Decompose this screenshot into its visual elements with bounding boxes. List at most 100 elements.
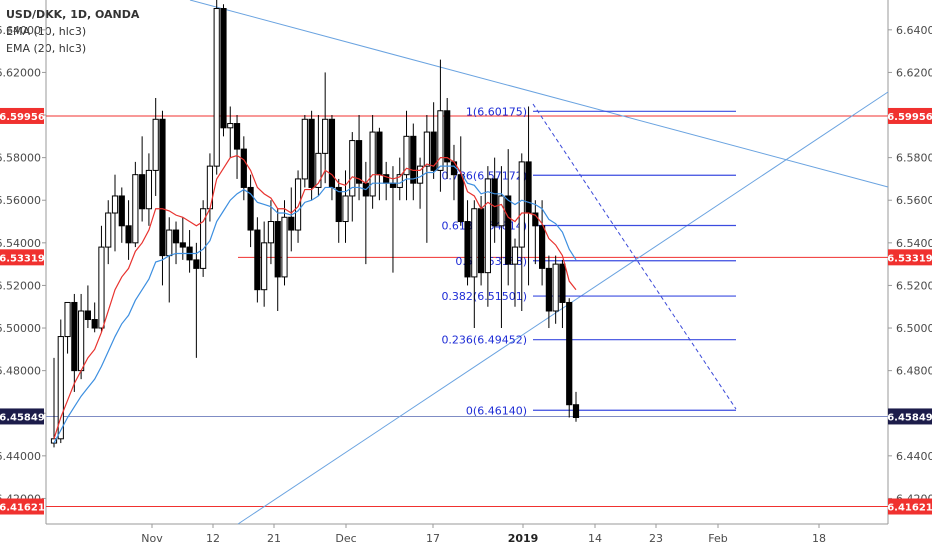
candle-body: [125, 225, 132, 244]
candle-body: [179, 242, 186, 248]
candle-body: [118, 195, 125, 227]
candle-body: [464, 221, 471, 278]
price-tag-right: [888, 249, 932, 266]
price-tag-left-label: 6.59956: [0, 112, 45, 123]
candle-body: [342, 195, 349, 223]
candle-body: [132, 174, 139, 244]
candle-body: [193, 259, 200, 269]
candle-body: [477, 208, 485, 274]
x-tick-label: 18: [812, 532, 826, 545]
candle-body: [57, 336, 64, 440]
candle-body: [247, 186, 254, 231]
candle-body: [349, 140, 356, 197]
candle-body: [430, 131, 437, 171]
candle-body: [518, 161, 525, 248]
candle-body: [220, 8, 227, 129]
x-tick-label: 21: [267, 532, 281, 545]
price-tag-left: [0, 249, 44, 266]
candle-body: [294, 178, 302, 231]
ema10-line: [53, 154, 577, 439]
y-tick-label-right: 6.52000: [896, 279, 932, 292]
fib-level-label: 0.236(6.49452): [441, 334, 527, 347]
candle-body: [91, 319, 98, 329]
price-tag-left: [0, 498, 44, 515]
candle-body: [105, 212, 112, 248]
candle-body: [566, 301, 573, 406]
candle-body: [274, 221, 281, 278]
candle-body: [261, 242, 268, 291]
candle-body: [84, 310, 91, 321]
candle-body: [145, 169, 153, 210]
candle-body: [152, 118, 159, 171]
candle-body: [335, 186, 342, 223]
x-tick-label: Feb: [708, 532, 727, 545]
y-tick-label-left: 6.54000: [0, 237, 41, 250]
ema20-line: [53, 165, 577, 444]
candle-body: [111, 195, 119, 214]
candle-body: [484, 178, 491, 274]
x-tick-label: 23: [649, 532, 663, 545]
candle-body: [525, 161, 532, 214]
candle-body: [71, 301, 78, 372]
y-tick-label-left: 6.64000: [0, 24, 41, 37]
candle-body: [301, 118, 308, 180]
candle-body: [227, 123, 234, 129]
ascending-trendline: [237, 91, 889, 525]
candle-body: [139, 174, 146, 210]
y-tick-label-right: 6.54000: [896, 237, 932, 250]
x-tick-label: 14: [588, 532, 602, 545]
candle-body: [267, 221, 275, 244]
y-tick-label-right: 6.58000: [896, 152, 932, 165]
candle-body: [511, 246, 519, 265]
candle-body: [410, 135, 417, 184]
candle-body: [505, 195, 512, 265]
y-tick-label-left: 6.48000: [0, 365, 41, 378]
y-tick-label-left: 6.44000: [0, 450, 41, 463]
price-tag-right: [888, 498, 932, 515]
candle-body: [444, 110, 451, 163]
descending-trendline: [189, 0, 889, 188]
candle-body: [572, 404, 580, 418]
fib-diagonal: [532, 103, 737, 410]
x-tick-label: 12: [206, 532, 220, 545]
candle-body: [491, 178, 498, 227]
candle-body: [355, 140, 363, 184]
candle-body: [559, 263, 566, 303]
candle-body: [552, 263, 559, 312]
price-tag-right: [888, 408, 932, 425]
candle-body: [322, 118, 329, 154]
candle-body: [532, 212, 539, 227]
candle-body: [159, 118, 166, 257]
candle-body: [376, 131, 383, 176]
candle-body: [200, 208, 207, 269]
price-tag-left: [0, 408, 44, 425]
fib-level-label: 0.382(6.51501): [441, 290, 527, 303]
x-tick-label: 17: [426, 532, 440, 545]
x-tick-label: Dec: [335, 532, 356, 545]
price-tag-right-label: 6.53319: [887, 253, 932, 264]
symbol-title[interactable]: USD/DKK, 1D, OANDA: [6, 8, 140, 21]
candle-body: [288, 216, 295, 231]
price-tag-left-label: 6.45849: [0, 412, 45, 423]
candle-body: [539, 225, 546, 269]
candle-body: [233, 123, 241, 150]
candle-body: [281, 216, 288, 278]
y-tick-label-right: 6.64000: [896, 24, 932, 37]
y-tick-label-left: 6.62000: [0, 66, 41, 79]
x-tick-label: Nov: [141, 532, 163, 545]
y-tick-label-right: 6.56000: [896, 194, 932, 207]
price-tag-left-label: 6.53319: [0, 253, 45, 264]
candle-body: [457, 174, 464, 223]
fib-level-label: 0(6.46140): [466, 404, 527, 417]
y-tick-label-right: 6.44000: [896, 450, 932, 463]
candle-body: [172, 229, 180, 244]
y-tick-label-right: 6.50000: [896, 322, 932, 335]
candle-body: [78, 310, 85, 372]
y-tick-label-left: 6.52000: [0, 279, 41, 292]
candle-body: [498, 195, 505, 227]
y-tick-label-left: 6.58000: [0, 152, 41, 165]
candle-body: [369, 131, 376, 197]
candle-body: [389, 182, 397, 188]
candle-body: [213, 8, 220, 167]
